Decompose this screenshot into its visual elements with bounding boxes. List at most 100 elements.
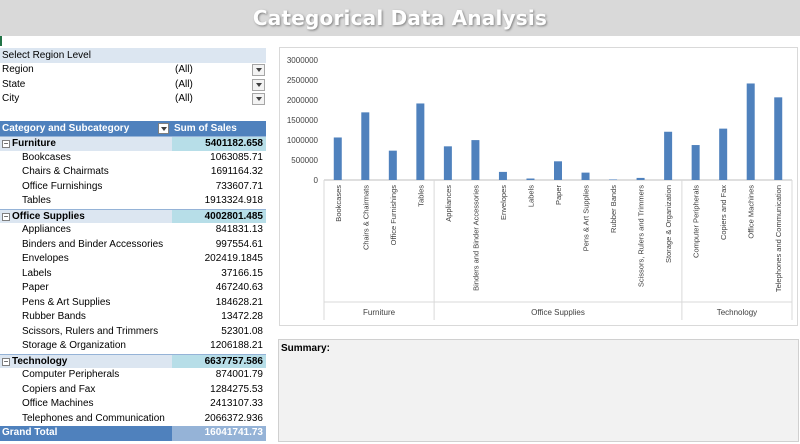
subcategory-label: Tables	[22, 195, 51, 206]
x-tick-label: Tables	[416, 185, 425, 207]
subcategory-value: 841831.13	[215, 224, 263, 235]
bar	[416, 103, 425, 180]
subcategory-value: 13472.28	[221, 311, 263, 322]
collapse-icon[interactable]: −	[2, 139, 10, 148]
subcategory-label: Office Machines	[22, 398, 94, 409]
subcategory-label: Pens & Art Supplies	[22, 296, 111, 308]
collapse-icon[interactable]: −	[2, 356, 10, 366]
subcategory-value: 1913324.918	[204, 195, 263, 206]
x-tick-label: Chairs & Chairmats	[361, 185, 370, 250]
summary-panel[interactable]: Summary:	[278, 339, 799, 442]
bar	[609, 179, 618, 180]
subcategory-label: Office Furnishings	[22, 180, 103, 192]
subcategory-row[interactable]: Bookcases 1063085.71	[0, 151, 266, 166]
bar	[443, 146, 452, 180]
subcategory-value: 1206188.21	[210, 340, 263, 351]
subcategory-row[interactable]: Telephones and Communication 2066372.936	[0, 412, 266, 427]
bar	[361, 112, 370, 180]
category-total-cell	[172, 209, 266, 223]
chevron-down-icon	[255, 68, 262, 72]
x-tick-label: Appliances	[444, 185, 453, 222]
subcategory-value: 1691164.32	[210, 166, 263, 177]
bar	[719, 128, 728, 180]
category-total: 5401182.658	[205, 138, 263, 149]
bar	[526, 178, 535, 180]
region-dropdown-button[interactable]	[252, 64, 265, 76]
filter-label: State	[2, 78, 26, 90]
summary-label: Summary:	[281, 343, 330, 354]
filter-row-region: Region (All)	[0, 63, 266, 78]
filter-value[interactable]: (All)	[175, 78, 193, 90]
active-cell-marker	[0, 36, 2, 46]
x-tick-label: Office Furnishings	[389, 185, 398, 246]
bar	[636, 177, 645, 180]
y-tick-label: 0	[314, 176, 319, 185]
subcategory-row[interactable]: Copiers and Fax 1284275.53	[0, 383, 266, 398]
subcategory-label: Envelopes	[22, 253, 69, 264]
category-filter-button[interactable]	[158, 123, 169, 134]
state-dropdown-button[interactable]	[252, 78, 265, 91]
subcategory-value: 2413107.33	[210, 398, 263, 409]
chevron-down-icon	[160, 126, 167, 131]
subcategory-label: Storage & Organization	[22, 340, 126, 351]
subcategory-label: Labels	[22, 267, 52, 279]
subcategory-label: Paper	[22, 282, 49, 293]
x-tick-label: Storage & Organization	[664, 185, 673, 263]
pivot-header-category: Category and Subcategory	[2, 123, 130, 134]
subcategory-label: Binders and Binder Accessories	[22, 238, 164, 250]
bar	[554, 161, 562, 180]
x-tick-label: Telephones and Communication	[774, 185, 783, 292]
subcategory-row[interactable]: Scissors, Rulers and Trimmers 52301.08	[0, 325, 266, 340]
grand-total-value: 16041741.73	[204, 427, 263, 438]
subcategory-row[interactable]: Tables 1913324.918	[0, 194, 266, 209]
filter-row-state: State (All)	[0, 78, 266, 93]
subcategory-row[interactable]: Storage & Organization 1206188.21	[0, 339, 266, 354]
category-row[interactable]: − Furniture 5401182.658	[0, 136, 266, 151]
category-row[interactable]: − Technology 6637757.586	[0, 353, 266, 368]
subcategory-row[interactable]: Paper 467240.63	[0, 281, 266, 296]
subcategory-row[interactable]: Binders and Binder Accessories 997554.61	[0, 238, 266, 253]
group-label: Furniture	[363, 308, 396, 317]
city-dropdown-button[interactable]	[252, 93, 265, 105]
subcategory-row[interactable]: Chairs & Chairmats 1691164.32	[0, 165, 266, 180]
x-tick-label: Office Machines	[747, 185, 756, 239]
filter-label: City	[2, 93, 20, 104]
collapse-icon[interactable]: −	[2, 211, 10, 221]
subcategory-row[interactable]: Pens & Art Supplies 184628.21	[0, 296, 266, 311]
x-tick-label: Labels	[526, 185, 535, 207]
subcategory-row[interactable]: Labels 37166.15	[0, 267, 266, 282]
subcategory-value: 1284275.53	[210, 383, 263, 395]
y-tick-label: 2500000	[287, 76, 319, 85]
filter-label: Region	[2, 64, 34, 75]
subcategory-row[interactable]: Appliances 841831.13	[0, 223, 266, 238]
subcategory-label: Rubber Bands	[22, 311, 86, 322]
title-banner: Categorical Data Analysis	[0, 0, 800, 36]
category-total: 6637757.586	[204, 355, 263, 367]
grand-total-value-cell	[172, 426, 266, 441]
chart-canvas: 0 500000 1000000 1500000 2000000 2500000 30000…	[287, 56, 793, 320]
filter-value[interactable]: (All)	[175, 64, 193, 75]
subcategory-row[interactable]: Office Furnishings 733607.71	[0, 180, 266, 195]
category-row[interactable]: − Office Supplies 4002801.485	[0, 208, 266, 223]
grand-total-label: Grand Total	[2, 427, 58, 438]
bar	[691, 145, 700, 180]
subcategory-value: 37166.15	[221, 267, 263, 279]
y-tick-label: 3000000	[287, 56, 319, 65]
subcategory-row[interactable]: Rubber Bands 13472.28	[0, 310, 266, 325]
category-label: Furniture	[12, 138, 56, 149]
x-tick-label: Computer Peripherals	[692, 185, 701, 258]
x-tick-label: Copiers and Fax	[719, 185, 728, 240]
sales-bar-chart[interactable]: 0 500000 1000000 1500000 2000000 2500000 30000…	[279, 47, 798, 326]
region-filters: Select Region Level Region (All) State (…	[0, 48, 266, 107]
subcategory-label: Appliances	[22, 224, 71, 235]
subcategory-value: 874001.79	[215, 369, 263, 380]
subcategory-row[interactable]: Computer Peripherals 874001.79	[0, 368, 266, 383]
subcategory-value: 202419.1845	[204, 253, 263, 264]
group-label: Office Supplies	[531, 308, 585, 317]
filter-value[interactable]: (All)	[175, 93, 193, 104]
subcategory-label: Telephones and Communication	[22, 412, 165, 424]
subcategory-row[interactable]: Envelopes 202419.1845	[0, 252, 266, 267]
subcategory-row[interactable]: Office Machines 2413107.33	[0, 397, 266, 412]
x-tick-label: Rubber Bands	[609, 185, 618, 233]
x-tick-label: Scissors, Rulers and Trimmers	[637, 185, 646, 287]
